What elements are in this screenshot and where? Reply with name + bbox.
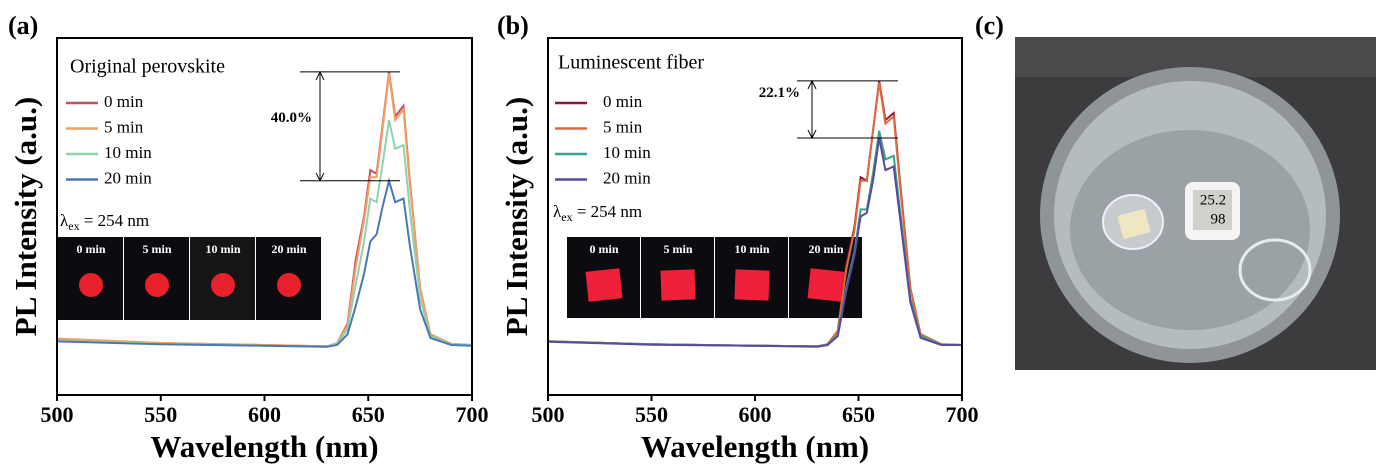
- inset-sample: [211, 273, 235, 297]
- photo: 25.2 98: [1015, 37, 1376, 370]
- panel-label: (a): [8, 11, 38, 40]
- legend-label: 10 min: [104, 143, 152, 162]
- legend-title: Luminescent fiber: [558, 52, 704, 74]
- legend-label: 10 min: [603, 143, 651, 162]
- temperature-readout: 25.2: [1200, 192, 1226, 208]
- inset-label: 0 min: [76, 242, 105, 256]
- excitation-subscript: ex: [561, 210, 572, 224]
- excitation-text: = 254 nm: [573, 202, 643, 221]
- legend-label: 5 min: [104, 117, 144, 136]
- excitation-symbol: λ: [553, 202, 562, 221]
- x-axis-label: Wavelength (nm): [641, 429, 869, 464]
- annotation-label: 40.0%: [271, 110, 312, 126]
- excitation-symbol: λ: [60, 211, 69, 230]
- arrow-head: [315, 70, 325, 182]
- inset-sample: [585, 268, 623, 302]
- legend-label: 5 min: [603, 117, 643, 136]
- x-tick-label: 550: [635, 402, 668, 427]
- inset-sample: [79, 273, 103, 297]
- legend-label: 0 min: [104, 92, 144, 111]
- y-axis-label: PL Intensity (a.u.): [8, 97, 43, 336]
- spectrum-line: [547, 137, 962, 348]
- y-axis-label: PL Intensity (a.u.): [499, 97, 534, 336]
- inset-label: 5 min: [663, 242, 692, 256]
- annotation-label: 22.1%: [759, 85, 800, 101]
- x-tick-label: 600: [248, 402, 281, 427]
- empty-dish: [1238, 238, 1312, 302]
- legend-label: 0 min: [603, 92, 643, 111]
- panel-label: (b): [497, 11, 529, 40]
- x-tick-label: 600: [739, 402, 772, 427]
- excitation-subscript: ex: [68, 219, 79, 233]
- inset-sample: [277, 273, 301, 297]
- arrow-head: [807, 79, 817, 140]
- inset-label: 10 min: [205, 242, 240, 256]
- x-tick-label: 650: [352, 402, 385, 427]
- inset-sample: [807, 268, 845, 302]
- excitation-label: λex = 254 nm: [60, 211, 149, 233]
- x-axis-label: Wavelength (nm): [150, 429, 378, 464]
- legend-label: 20 min: [603, 168, 651, 187]
- spectrum-line: [56, 176, 473, 348]
- legend-title: Original perovskite: [70, 56, 225, 78]
- excitation-text: = 254 nm: [80, 211, 150, 230]
- x-tick-label: 700: [946, 402, 979, 427]
- x-tick-label: 500: [41, 402, 74, 427]
- hygrometer-screen: [1193, 190, 1232, 230]
- inset-sample: [660, 269, 696, 301]
- legend-label: 20 min: [104, 168, 152, 187]
- x-tick-label: 650: [842, 402, 875, 427]
- x-tick-label: 500: [532, 402, 565, 427]
- inset-label: 20 min: [271, 242, 306, 256]
- inset-label: 0 min: [589, 242, 618, 256]
- sample: [1117, 208, 1151, 240]
- inset-label: 5 min: [142, 242, 171, 256]
- inset-label: 20 min: [808, 242, 843, 256]
- inset-sample: [734, 269, 770, 301]
- inset-label: 10 min: [734, 242, 769, 256]
- panel-label: (c): [975, 11, 1004, 40]
- x-tick-label: 550: [144, 402, 177, 427]
- inset-sample: [145, 273, 169, 297]
- x-tick-label: 700: [456, 402, 489, 427]
- excitation-label: λex = 254 nm: [553, 202, 642, 224]
- humidity-readout: 98: [1211, 211, 1226, 227]
